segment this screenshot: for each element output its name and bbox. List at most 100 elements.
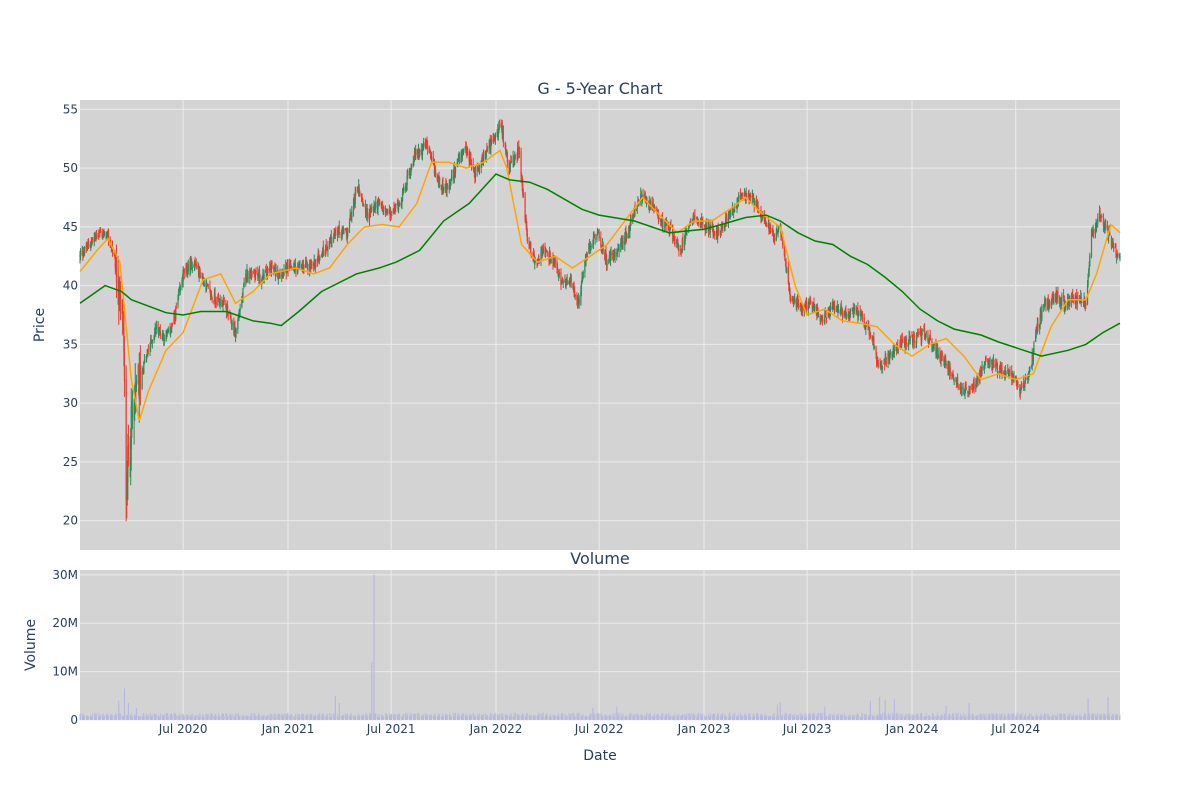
volume-bar bbox=[1004, 714, 1006, 720]
volume-bar-spike bbox=[373, 574, 375, 720]
volume-bar bbox=[333, 713, 334, 720]
volume-bar bbox=[509, 713, 511, 720]
candle-body bbox=[355, 190, 357, 192]
candle-body bbox=[833, 301, 836, 308]
candle-body bbox=[261, 279, 263, 284]
volume-bar bbox=[815, 715, 817, 720]
volume-bar bbox=[461, 714, 463, 720]
candle-body bbox=[832, 302, 834, 310]
candle-body bbox=[722, 225, 724, 228]
candle-body bbox=[790, 299, 792, 302]
volume-bar bbox=[521, 712, 523, 720]
volume-bar bbox=[442, 714, 444, 720]
volume-bar bbox=[726, 717, 728, 720]
volume-bar bbox=[350, 712, 352, 720]
volume-bar bbox=[1083, 715, 1084, 720]
volume-bar bbox=[258, 713, 260, 720]
volume-bar bbox=[1091, 715, 1092, 720]
candle-body bbox=[444, 184, 446, 190]
candle-body bbox=[226, 305, 229, 313]
candle-body bbox=[508, 160, 510, 169]
volume-bar bbox=[844, 716, 846, 720]
volume-bar bbox=[800, 716, 802, 720]
candle-body bbox=[576, 299, 579, 303]
candle-body bbox=[89, 245, 91, 248]
volume-bar bbox=[924, 716, 926, 720]
volume-bar bbox=[399, 714, 401, 720]
volume-y-tick: 0 bbox=[70, 713, 78, 727]
volume-bar bbox=[130, 714, 132, 720]
volume-bar bbox=[409, 713, 411, 720]
volume-bar bbox=[833, 713, 835, 720]
volume-bar bbox=[817, 716, 818, 720]
volume-bar bbox=[525, 716, 527, 720]
candle-body bbox=[251, 273, 253, 275]
volume-bar bbox=[377, 713, 379, 720]
candle-body bbox=[869, 332, 871, 337]
volume-bar bbox=[793, 716, 794, 720]
candle-body bbox=[95, 235, 98, 238]
volume-bar bbox=[1039, 716, 1041, 720]
volume-bar bbox=[1099, 715, 1101, 720]
volume-bar bbox=[383, 716, 385, 720]
volume-bar bbox=[307, 713, 309, 720]
volume-bar bbox=[664, 714, 666, 720]
candle-body bbox=[757, 207, 759, 210]
candle-body bbox=[742, 195, 744, 196]
volume-bar bbox=[1115, 713, 1117, 720]
volume-bar bbox=[557, 716, 559, 720]
candle-body bbox=[1020, 388, 1022, 393]
candle-body bbox=[327, 245, 329, 251]
volume-bar bbox=[614, 712, 616, 720]
candle-body bbox=[1058, 297, 1061, 304]
volume-bar bbox=[389, 713, 390, 720]
volume-bar bbox=[917, 713, 919, 720]
candle-body bbox=[797, 304, 800, 308]
volume-bar-spike bbox=[824, 706, 826, 720]
volume-bar bbox=[716, 715, 718, 720]
candle-body bbox=[837, 309, 840, 313]
volume-bar bbox=[528, 715, 530, 720]
volume-bar bbox=[345, 715, 347, 720]
volume-bar bbox=[610, 714, 611, 720]
volume-bar bbox=[648, 713, 650, 720]
candle-body bbox=[597, 231, 600, 232]
volume-bar bbox=[706, 715, 708, 720]
candle-body bbox=[777, 229, 779, 233]
candle-body bbox=[1078, 300, 1081, 303]
candle-body bbox=[379, 202, 381, 205]
volume-bar bbox=[245, 716, 247, 720]
volume-bar bbox=[298, 714, 300, 720]
candle-body bbox=[632, 214, 634, 221]
candle-body bbox=[796, 300, 799, 303]
volume-bar bbox=[222, 713, 223, 720]
candle-body bbox=[163, 334, 165, 341]
volume-bar bbox=[393, 715, 394, 720]
candle-body bbox=[371, 206, 373, 209]
candle-body bbox=[115, 260, 118, 282]
candle-body bbox=[430, 155, 432, 156]
volume-bar bbox=[761, 713, 762, 720]
volume-bar bbox=[461, 713, 463, 720]
candle-body bbox=[158, 330, 160, 336]
volume-chart-title: Volume bbox=[570, 549, 630, 568]
volume-bar bbox=[624, 716, 626, 720]
volume-bar bbox=[668, 713, 670, 720]
volume-bar bbox=[100, 714, 101, 720]
candle-body bbox=[672, 224, 674, 238]
volume-bar bbox=[602, 715, 603, 720]
volume-bar bbox=[1084, 712, 1086, 720]
volume-bar bbox=[533, 716, 535, 720]
volume-bar bbox=[214, 714, 216, 720]
price-y-axis-title: Price bbox=[32, 308, 48, 342]
volume-bar bbox=[1052, 714, 1054, 720]
volume-bar bbox=[314, 714, 316, 720]
volume-bar bbox=[697, 712, 699, 720]
volume-bar bbox=[672, 715, 674, 720]
volume-bar bbox=[386, 713, 387, 720]
volume-bar bbox=[1119, 714, 1121, 720]
volume-bar bbox=[873, 716, 875, 720]
volume-bar bbox=[658, 716, 660, 720]
volume-bar bbox=[1013, 715, 1014, 720]
volume-bar bbox=[191, 713, 193, 720]
